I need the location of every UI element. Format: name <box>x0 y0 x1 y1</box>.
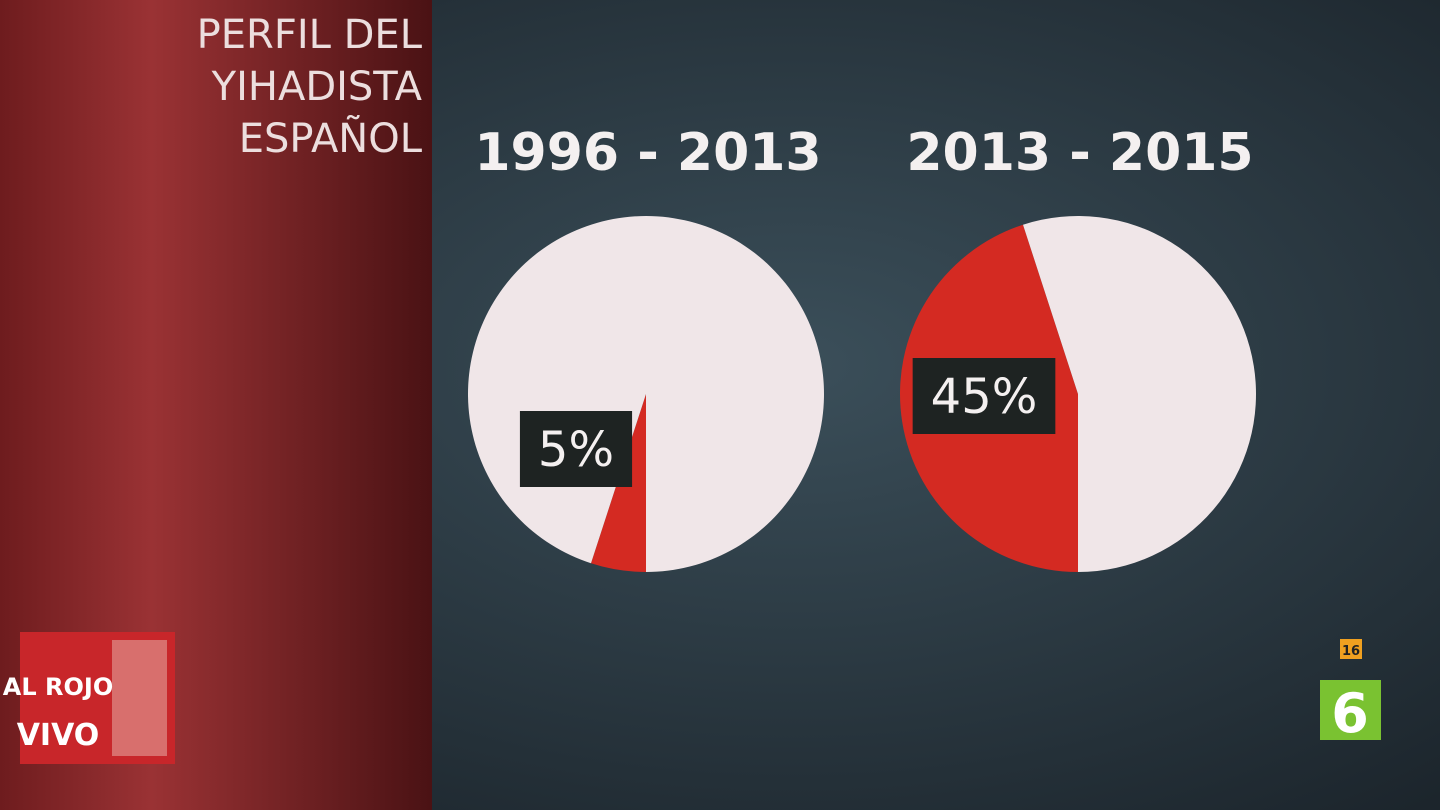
title-line: YIHADISTA <box>211 64 423 110</box>
title-line: ESPAÑOL <box>239 114 423 162</box>
page-title: PERFIL DEL YIHADISTA ESPAÑOL <box>197 12 423 162</box>
chart-title: 2013 - 2015 <box>906 123 1253 183</box>
value-label: 45% <box>931 369 1038 425</box>
title-line: PERFIL DEL <box>197 12 423 58</box>
label-box <box>519 411 633 487</box>
pie-slice <box>1022 215 1256 572</box>
logo-text: AL ROJO <box>3 673 113 701</box>
label-box <box>912 358 1056 434</box>
rating: 16 <box>1342 644 1360 659</box>
rating-badge <box>1340 639 1362 659</box>
chart-title: 1996 - 2013 <box>474 123 821 183</box>
channel-text: 6 <box>1331 682 1369 745</box>
value-label: 5% <box>538 422 614 478</box>
show-logo: AL ROJO VIVO <box>3 632 175 764</box>
channel-logo <box>1320 680 1381 740</box>
logo-face <box>112 640 167 756</box>
logo-text: VIVO <box>17 718 100 753</box>
